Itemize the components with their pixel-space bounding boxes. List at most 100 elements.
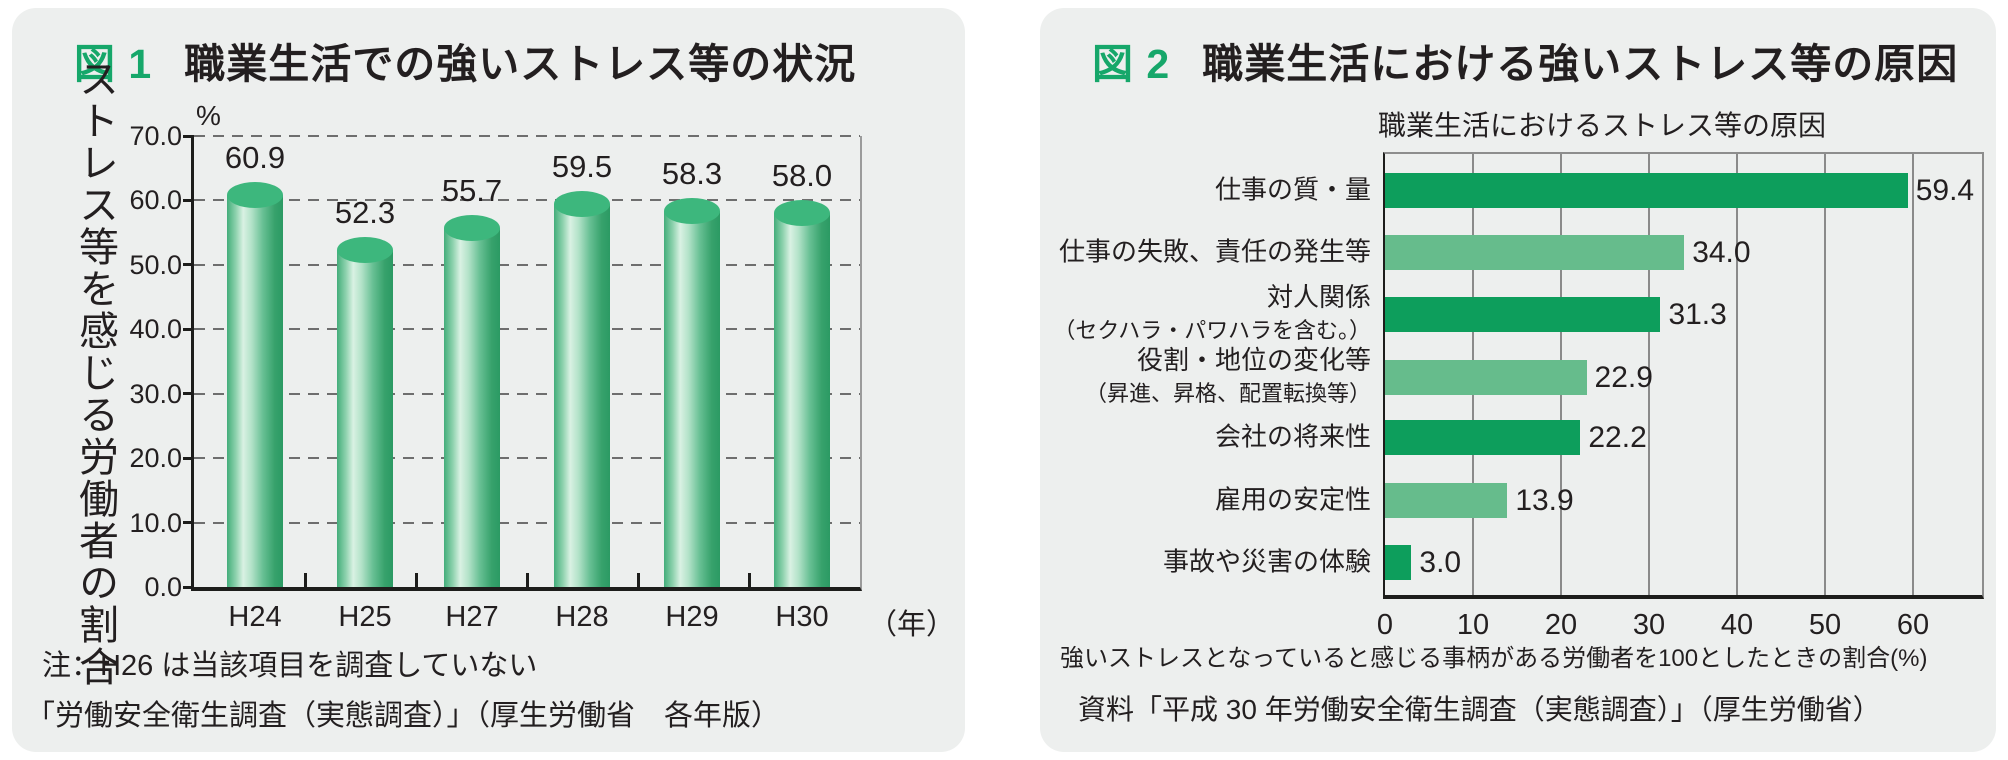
x-tick-label: 40 (1720, 609, 1754, 641)
bar-category-label: 雇用の安定性 (1215, 484, 1371, 517)
y-tick-label: 50.0 (129, 249, 182, 280)
y-tick-label: 40.0 (129, 314, 182, 345)
y-gridline (194, 457, 860, 460)
bar-category-label: 仕事の質・量 (1215, 174, 1371, 207)
fig1-source: 「労働安全衛生調査（実態調査）」（厚生労働省 各年版） (26, 700, 781, 732)
x-tick-label: 50 (1808, 609, 1842, 641)
cylinder-bar-body (444, 228, 500, 587)
x-gridline (1648, 154, 1650, 595)
y-axis-tick (183, 134, 194, 138)
bar-value-label: 58.3 (661, 156, 723, 192)
fig1-unit-label: % (196, 100, 221, 131)
x-gridline (1912, 154, 1914, 595)
bar-value-label: 59.5 (551, 148, 613, 184)
bar-value-label: 34.0 (1692, 235, 1751, 269)
x-axis-tick (636, 573, 640, 587)
horizontal-bar (1385, 482, 1508, 518)
cylinder-bar-top-ellipse (554, 190, 610, 217)
y-gridline (194, 135, 860, 137)
y-axis-tick (183, 392, 194, 396)
fig1-plot-area: % （年） 0.0 10.0 20.0 30.0 40.0 50.0 60.0 70.0 60.… (129, 100, 955, 641)
bar-category-label-line: 仕事の失敗、責任の発生等 (1058, 236, 1371, 267)
bar-value-label: 22.9 (1594, 360, 1653, 394)
cylinder-bar-body (337, 250, 393, 587)
y-axis-tick (183, 263, 194, 267)
bar-category-label-line: 会社の将来性 (1214, 421, 1371, 452)
y-tick-label: 60.0 (129, 185, 182, 216)
y-gridline (194, 521, 860, 524)
horizontal-bar (1385, 296, 1661, 332)
x-tick-label: 30 (1632, 609, 1666, 641)
bar-value-label: 60.9 (224, 139, 286, 175)
bar-category-label: 役割・地位の変化等 （昇進、昇格、配置転換等） (1085, 344, 1371, 410)
y-axis-tick (183, 327, 194, 331)
cylinder-bar-body (554, 203, 610, 587)
fig2-plot-area: 0 10 20 30 40 50 60 59.4 仕事の質・量 34.0 仕事の失敗、責任の発生等 3… (1053, 152, 1984, 641)
x-axis-tick (414, 573, 418, 587)
bar-category-label: 事故や災害の体験 (1163, 546, 1371, 579)
fig2-title: 職業生活における強いストレス等の原因 (1202, 41, 1959, 87)
x-gridline (1824, 154, 1826, 595)
horizontal-bar (1385, 172, 1908, 208)
cylinder-bar-top-ellipse (444, 215, 500, 242)
y-tick-label: 10.0 (129, 507, 182, 538)
x-category-label: H30 (775, 601, 829, 633)
y-gridline (194, 199, 860, 202)
y-axis-tick (183, 585, 194, 589)
bar-category-label-line: 役割・地位の変化等 (1136, 345, 1371, 375)
fig2-chart-subtitle: 職業生活におけるストレス等の原因 (1378, 110, 1827, 141)
cylinder-bar-body (227, 194, 283, 587)
y-axis-tick (183, 198, 194, 202)
x-tick-label: 0 (1376, 609, 1394, 641)
x-category-label: H28 (555, 601, 609, 633)
fig1-note: 注：H26 は当該項目を調査していない (42, 650, 538, 682)
fig1-panel: 図 1 職業生活での強いストレス等の状況 ストレス等を感じる労働者の割合 % （… (12, 8, 965, 752)
bar-category-label-line: 仕事の質・量 (1214, 174, 1371, 205)
y-gridline (194, 328, 860, 331)
horizontal-bar (1385, 544, 1412, 580)
cylinder-bar-top-ellipse (337, 237, 393, 264)
fig1-y-axis-title: ストレス等を感じる労働者の割合 (73, 58, 117, 688)
bar-category-label-line: 雇用の安定性 (1214, 484, 1371, 515)
x-category-label: H27 (445, 601, 499, 633)
y-axis-tick (183, 456, 194, 460)
x-category-label: H25 (338, 601, 392, 633)
bar-category-label-line: （昇進、昇格、配置転換等） (1084, 381, 1371, 406)
x-axis-tick (747, 573, 751, 587)
bar-category-label-line: 事故や災害の体験 (1162, 546, 1371, 577)
bar-value-label: 22.2 (1588, 420, 1647, 454)
fig2-figure-label: 図 2 (1092, 41, 1171, 87)
y-gridline (194, 392, 860, 395)
bar-category-label: 会社の将来性 (1215, 421, 1371, 454)
bar-value-label: 52.3 (334, 195, 396, 231)
fig2-panel: 図 2 職業生活における強いストレス等の原因 職業生活におけるストレス等の原因 … (1040, 8, 1996, 752)
fig2-source: 資料「平成 30 年労働安全衛生調査（実態調査）」（厚生労働省） (1078, 694, 1881, 725)
fig1-title-row: 図 1 職業生活での強いストレス等の状況 (74, 30, 856, 90)
bar-value-label: 13.9 (1515, 483, 1574, 517)
bar-category-label-line: （セクハラ・パワハラを含む。） (1053, 318, 1371, 343)
fig1-figure-label: 図 1 (74, 41, 153, 87)
y-tick-label: 20.0 (129, 443, 182, 474)
y-tick-label: 70.0 (129, 121, 182, 151)
x-category-label: H24 (228, 601, 282, 633)
bar-category-label-line: 対人関係 (1266, 282, 1371, 312)
fig1-year-suffix: （年） (868, 609, 956, 641)
x-gridline (1736, 154, 1738, 595)
bar-value-label: 31.3 (1668, 297, 1727, 331)
cylinder-bar-body (664, 211, 720, 587)
cylinder-bar-top-ellipse (227, 181, 283, 208)
x-tick-label: 20 (1544, 609, 1578, 641)
bar-category-label: 仕事の失敗、責任の発生等 (1059, 236, 1371, 269)
cylinder-bar-top-ellipse (664, 198, 720, 225)
bar-value-label: 58.0 (771, 158, 833, 194)
x-axis-tick (303, 573, 307, 587)
x-axis-tick (525, 573, 529, 587)
bar-value-label: 59.4 (1915, 173, 1975, 207)
fig2-title-row: 図 2 職業生活における強いストレス等の原因 (1092, 30, 1958, 90)
x-category-label: H29 (665, 601, 719, 633)
fig2-caption: 強いストレスとなっていると感じる事柄がある労働者を100としたときの割合(%) (1060, 645, 1928, 672)
horizontal-bar (1385, 234, 1685, 270)
bar-category-label: 対人関係 （セクハラ・パワハラを含む。） (1053, 281, 1371, 347)
y-tick-label: 0.0 (144, 572, 182, 602)
